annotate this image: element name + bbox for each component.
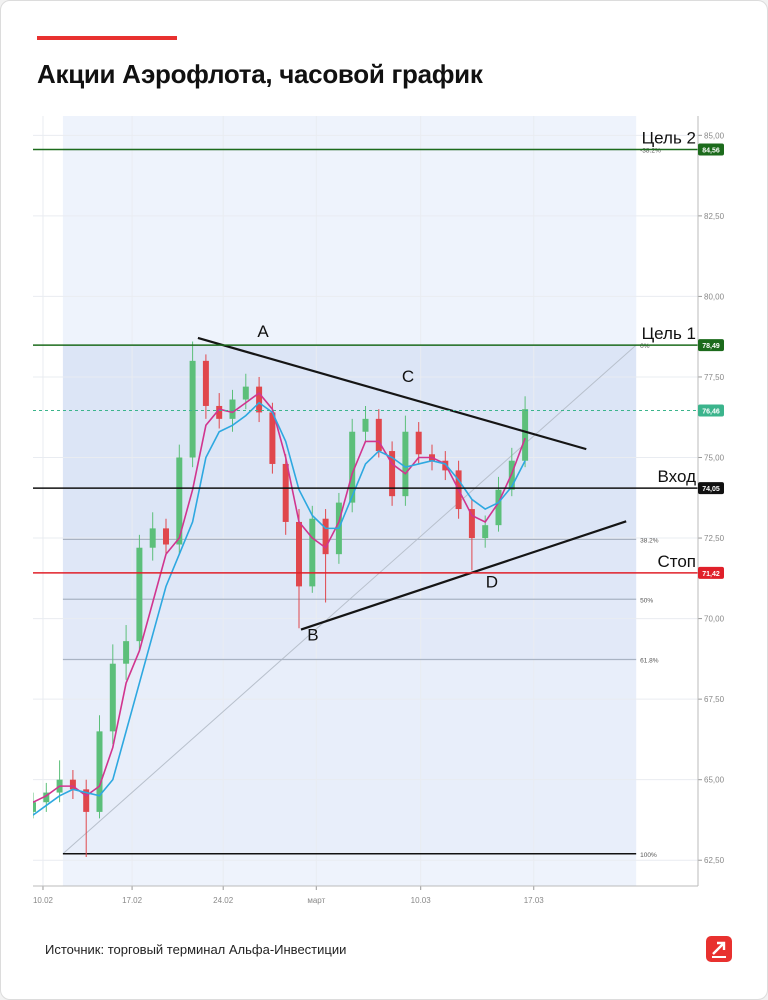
candle-body xyxy=(522,409,529,461)
accent-bar xyxy=(37,36,177,40)
fib-band xyxy=(62,599,637,660)
candle-body xyxy=(468,509,475,539)
candle-body xyxy=(362,418,369,432)
level-label: Цель 1 xyxy=(642,324,696,343)
candle-body xyxy=(43,792,50,803)
x-tick-label: 10.02 xyxy=(33,896,54,905)
y-tick-label: 62,50 xyxy=(704,856,725,865)
candle-body xyxy=(216,405,223,419)
candle-body xyxy=(282,463,289,522)
fib-label: 38.2% xyxy=(640,537,659,544)
y-tick-label: 67,50 xyxy=(704,695,725,704)
page-title: Акции Аэрофлота, часовой график xyxy=(37,59,483,89)
level-label: Цель 2 xyxy=(642,129,696,148)
y-tick-label: 82,50 xyxy=(704,212,725,221)
plot-area: -38.2% 0% 38.2% 50% 61.8% 100% xyxy=(33,148,698,859)
source-note: Источник: торговый терминал Альфа-Инвест… xyxy=(45,942,347,957)
candle-body xyxy=(123,641,130,664)
moving-average xyxy=(33,401,526,816)
fib-label: 0% xyxy=(640,343,650,350)
candle-body xyxy=(495,489,502,526)
candle-body xyxy=(296,521,302,587)
candle-body xyxy=(202,360,209,406)
point-label: D xyxy=(486,573,498,592)
candle-body xyxy=(482,525,489,539)
fib-band xyxy=(62,659,637,854)
level-label: Стоп xyxy=(657,552,696,571)
candle-body xyxy=(83,789,90,812)
y-tick-label: 65,00 xyxy=(704,776,725,785)
price-tag xyxy=(698,482,724,495)
fib-band xyxy=(62,539,637,600)
candle-body xyxy=(402,431,409,497)
y-tick-label: 77,50 xyxy=(704,373,725,382)
candle-body xyxy=(189,360,196,458)
candle-body xyxy=(375,418,382,452)
candle-body xyxy=(309,518,316,587)
candle-body xyxy=(96,731,103,812)
x-tick-label: 17.02 xyxy=(122,896,143,905)
x-tick-label: март xyxy=(307,896,325,905)
fib-label: 100% xyxy=(640,852,657,859)
candle-body xyxy=(163,528,169,545)
price-tag-label: 76,46 xyxy=(702,408,720,415)
y-tick-label: 75,00 xyxy=(704,454,725,463)
candle-body xyxy=(33,802,36,812)
price-tag-label: 84,56 xyxy=(702,148,720,155)
point-label: C xyxy=(402,367,414,386)
y-tick-label: 72,50 xyxy=(704,534,725,543)
price-tag xyxy=(698,143,724,156)
candle-body xyxy=(415,431,422,455)
logo xyxy=(706,936,732,962)
candle-body xyxy=(229,399,236,419)
candle-body xyxy=(242,386,249,400)
trend-line xyxy=(300,520,627,631)
x-tick-label: 24.02 xyxy=(213,896,234,905)
candle-body xyxy=(69,779,76,790)
candle-body xyxy=(149,528,156,548)
y-tick-label: 70,00 xyxy=(704,615,725,624)
price-tag-label: 74,05 xyxy=(702,486,720,493)
candle-body xyxy=(176,457,183,545)
point-label: B xyxy=(307,626,318,645)
level-label: Вход xyxy=(658,467,697,486)
fib-label: -38.2% xyxy=(640,148,661,155)
x-tick-label: 17.03 xyxy=(524,896,545,905)
price-tag-label: 78,49 xyxy=(702,343,720,350)
y-tick-label: 80,00 xyxy=(704,292,725,301)
fib-label: 50% xyxy=(640,597,653,604)
point-label: A xyxy=(257,322,269,341)
candle-body xyxy=(269,412,276,464)
candle-body xyxy=(256,386,263,413)
candle-body xyxy=(389,451,396,497)
price-tag xyxy=(698,339,724,352)
price-tag xyxy=(698,404,724,417)
candle-body xyxy=(322,518,329,555)
candle-body xyxy=(136,547,143,642)
chart: -38.2% 0% 38.2% 50% 61.8% 100% 62,50 65,00 67,5… xyxy=(33,116,725,905)
fib-label: 61.8% xyxy=(640,658,659,665)
fib-band xyxy=(62,149,637,346)
price-tag-label: 71,42 xyxy=(702,571,720,578)
y-tick-label: 85,00 xyxy=(704,131,725,140)
candle-body xyxy=(109,663,116,732)
price-tag xyxy=(698,566,724,579)
overlay-layer: 62,50 65,00 67,50 70,00 72,50 75,00 77,50 80,00… xyxy=(33,116,725,905)
background-layer xyxy=(33,116,698,886)
trend-line xyxy=(197,336,587,451)
candle-body xyxy=(349,431,356,503)
x-tick-label: 10.03 xyxy=(411,896,432,905)
